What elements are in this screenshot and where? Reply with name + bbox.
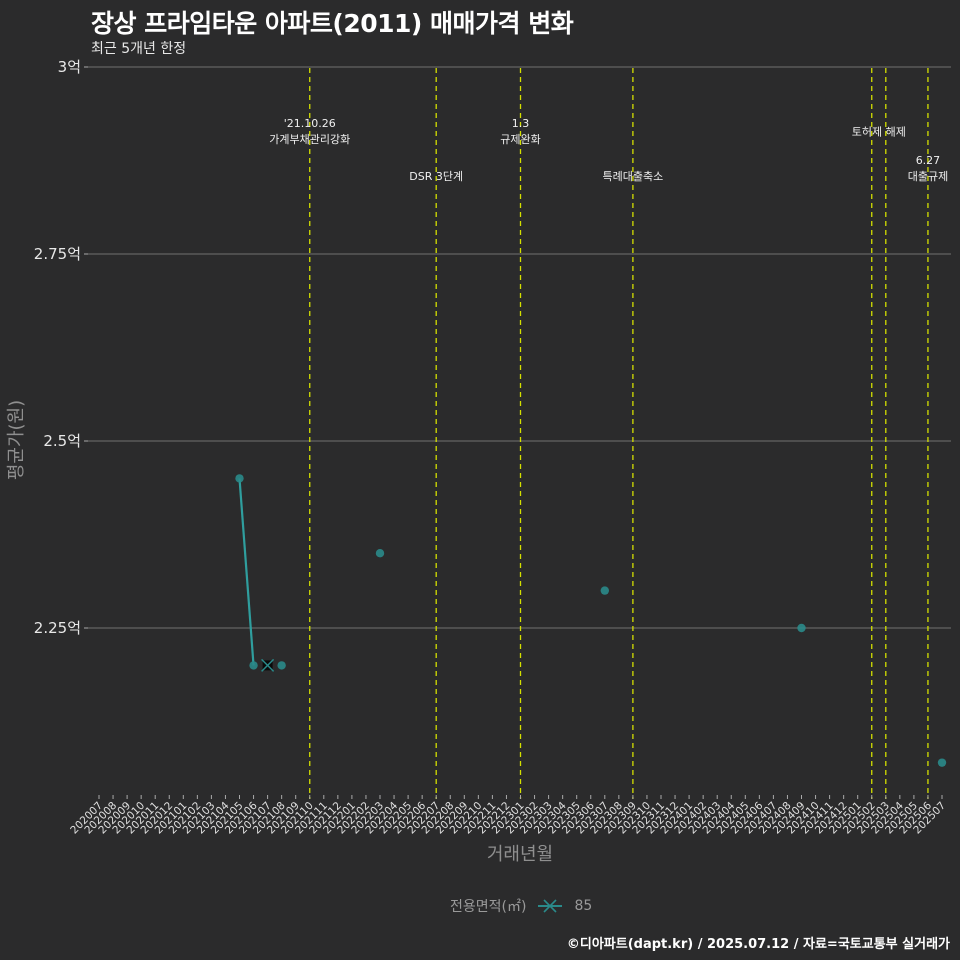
event-label: 토허제 해제	[852, 124, 906, 138]
data-point[interactable]	[235, 474, 244, 483]
event-label: 1.3	[512, 117, 530, 130]
data-point[interactable]	[937, 758, 947, 767]
price-series	[235, 474, 947, 767]
chart-subtitle: 최근 5개년 한정	[91, 41, 187, 57]
y-tick-label: 3억	[58, 58, 81, 76]
event-label: 대출규제	[908, 170, 948, 183]
event-label: 6.27	[916, 154, 941, 167]
y-tick-label: 2.75억	[34, 245, 81, 263]
x-axis: 2020072020082020092020102020112020122021…	[68, 795, 948, 836]
y-tick-label: 2.5억	[43, 432, 81, 450]
legend: 전용면적(㎡) 85	[450, 896, 592, 916]
data-point[interactable]	[249, 661, 258, 670]
legend-item-85: 85	[574, 898, 593, 914]
data-point[interactable]	[600, 586, 609, 595]
legend-x-cross-icon	[536, 898, 564, 914]
event-label: 특례대출축소	[603, 170, 664, 183]
x-marker-icon	[261, 658, 275, 672]
event-label: 규제완화	[500, 133, 540, 146]
data-point[interactable]	[375, 549, 385, 558]
data-point[interactable]	[277, 661, 286, 670]
y-gridlines	[88, 66, 951, 629]
x-axis-title: 거래년월	[487, 844, 553, 865]
event-label: DSR 3단계	[409, 170, 463, 183]
series-line	[238, 478, 255, 666]
y-axis: 2.25억 2.5억 2.75억 3억	[34, 58, 88, 637]
event-label: 가계부채관리강화	[269, 133, 350, 146]
y-tick-label: 2.25억	[34, 619, 81, 637]
legend-title: 전용면적(㎡)	[450, 899, 527, 915]
y-axis-title: 평균가(원)	[6, 400, 27, 480]
event-label: '21.10.26	[284, 117, 336, 130]
chart-title: 장상 프라임타운 아파트(2011) 매매가격 변화	[91, 9, 574, 38]
source-caption: ©디아파트(dapt.kr) / 2025.07.12 / 자료=국토교통부 실…	[566, 937, 950, 952]
data-point[interactable]	[797, 623, 806, 633]
